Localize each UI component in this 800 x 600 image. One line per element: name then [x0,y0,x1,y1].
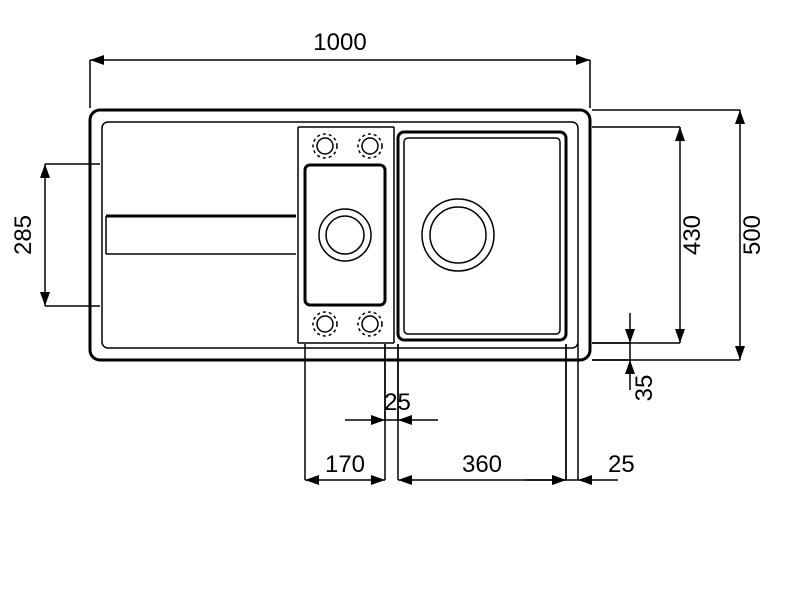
dim-right-35: 35 [631,375,658,402]
dim-bot-360: 360 [462,451,502,478]
dim-top-width: 1000 [313,29,366,56]
dim-left-285: 285 [10,215,37,255]
dim-bot-25b: 25 [608,451,635,478]
dim-bot-25a: 25 [384,389,411,416]
dim-bot-170: 170 [325,451,365,478]
dim-right-500: 500 [739,215,766,255]
dim-right-430: 430 [679,215,706,255]
